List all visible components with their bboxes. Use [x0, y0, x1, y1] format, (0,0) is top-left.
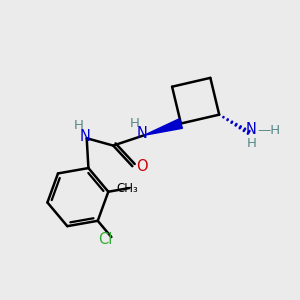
Text: —H: —H — [257, 124, 280, 137]
Text: N: N — [80, 129, 91, 144]
Polygon shape — [144, 119, 182, 135]
Text: O: O — [136, 159, 148, 174]
Text: CH₃: CH₃ — [117, 182, 139, 195]
Text: Cl: Cl — [98, 232, 112, 247]
Text: H: H — [247, 137, 256, 150]
Text: H: H — [130, 117, 140, 130]
Text: N: N — [136, 126, 147, 141]
Text: H: H — [74, 119, 83, 132]
Text: N: N — [246, 122, 256, 137]
